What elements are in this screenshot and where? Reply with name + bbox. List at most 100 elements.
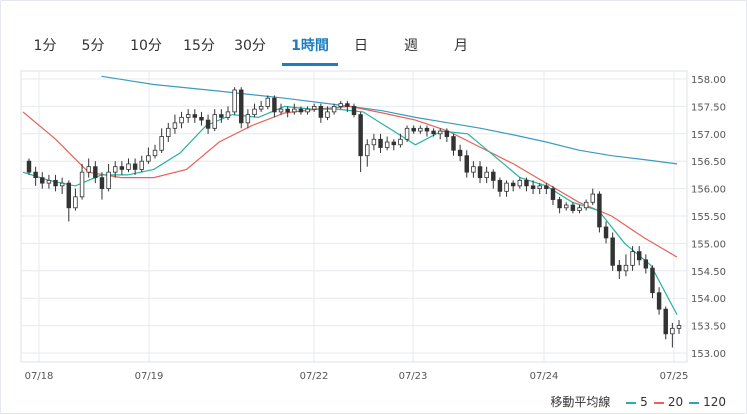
x-tick-label: 07/25 [660, 371, 689, 382]
legend-label: 120 [703, 395, 726, 409]
x-tick-label: 07/19 [135, 371, 164, 382]
candle-body [166, 127, 171, 137]
candle-body [411, 127, 416, 132]
x-tick-label: 07/23 [399, 371, 428, 382]
tab-0[interactable]: 1分 [33, 38, 57, 54]
candle-body [384, 141, 390, 148]
candle-body [252, 108, 257, 116]
candle-body [650, 267, 655, 294]
candle-body [484, 171, 489, 179]
candle-body [510, 182, 516, 187]
y-tick-label: 154.00 [691, 294, 726, 305]
candle-body [146, 155, 151, 162]
legend-label: 20 [667, 395, 684, 409]
candle-body [325, 111, 330, 118]
candle-body [265, 97, 270, 107]
candle-body [192, 114, 198, 118]
candle-body [358, 114, 363, 157]
candle-body [172, 122, 178, 129]
candle-body [530, 185, 536, 190]
candle-body [570, 204, 576, 211]
candle-body [305, 108, 310, 113]
candle-body [656, 292, 662, 310]
y-tick-label: 154.50 [691, 267, 726, 278]
candle-body [603, 226, 609, 239]
candle-body [517, 179, 523, 187]
tab-3[interactable]: 15分 [183, 38, 215, 54]
x-tick-label: 07/18 [25, 371, 54, 382]
ma5-line [22, 105, 678, 315]
candle-body [311, 106, 317, 110]
candle-body [212, 114, 217, 129]
x-tick-label: 07/24 [530, 371, 559, 382]
y-tick-label: 155.50 [691, 212, 726, 223]
candle-body [46, 179, 52, 184]
candle-body [676, 325, 682, 329]
candle-body [139, 160, 144, 170]
candle-body [590, 193, 595, 203]
tab-1[interactable]: 5分 [81, 38, 105, 54]
candle-body [239, 89, 244, 124]
legend-label: 5 [640, 395, 648, 409]
candle-body [504, 182, 509, 192]
y-tick-label: 156.50 [691, 157, 726, 168]
candle-body [444, 130, 450, 137]
tab-5[interactable]: 1時間 [282, 33, 338, 66]
candle-body [152, 149, 158, 157]
candle-body [670, 327, 675, 335]
candle-body [258, 106, 264, 110]
candle-body [338, 103, 343, 107]
candle-body [524, 179, 529, 187]
legend-swatch [626, 401, 637, 404]
tab-2[interactable]: 10分 [130, 38, 162, 54]
candle-body [491, 171, 496, 181]
candle-body [199, 116, 204, 121]
candle-body [126, 163, 131, 170]
candle-body [53, 179, 58, 187]
candle-body [232, 89, 237, 113]
candle-body [106, 171, 111, 190]
candle-body [451, 136, 456, 151]
tab-6[interactable]: 日 [354, 38, 368, 54]
candle-body [119, 166, 125, 170]
candle-body [26, 160, 32, 173]
tab-7[interactable]: 週 [404, 38, 418, 54]
candle-body [610, 237, 615, 266]
y-tick-label: 157.50 [691, 102, 726, 113]
candle-body [318, 106, 324, 118]
y-tick-label: 158.00 [691, 75, 726, 86]
timeframe-tabs: 1分 5分 10分 15分 30分 1時間日 週 月 [21, 33, 731, 68]
y-tick-label: 157.00 [691, 130, 726, 141]
candle-body [398, 138, 403, 146]
candle-body [66, 182, 72, 209]
y-tick-label: 156.00 [691, 185, 726, 196]
ma20-line [22, 105, 678, 258]
candle-body [185, 114, 191, 118]
candle-body [597, 193, 602, 228]
candle-body [93, 166, 98, 179]
candle-body [298, 108, 304, 113]
candle-body [404, 127, 410, 140]
candle-body [464, 155, 469, 173]
candle-body [471, 166, 476, 173]
candle-body [86, 166, 91, 173]
tab-8[interactable]: 月 [454, 38, 468, 54]
candle-body [577, 207, 582, 211]
y-tick-label: 153.00 [691, 349, 726, 360]
candle-body [292, 108, 297, 113]
candle-body [278, 108, 284, 113]
tab-4[interactable]: 30分 [234, 38, 266, 54]
candle-body [663, 308, 668, 335]
candle-body [59, 182, 65, 187]
candle-body [418, 127, 423, 132]
candle-body [497, 179, 503, 192]
y-tick-label: 153.50 [691, 322, 726, 333]
candle-body [544, 185, 549, 190]
candle-body [205, 119, 211, 129]
y-tick-label: 155.00 [691, 239, 726, 250]
candle-body [33, 171, 38, 179]
candle-body [583, 201, 589, 209]
candle-body [245, 114, 251, 124]
candle-body [617, 264, 622, 272]
